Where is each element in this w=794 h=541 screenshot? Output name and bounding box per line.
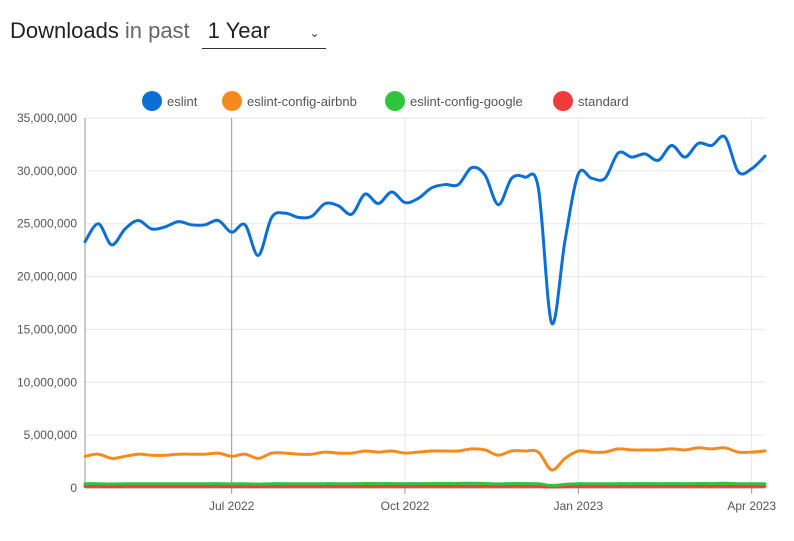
period-select-value: 1 Year [207,18,271,43]
chevron-down-icon: ⌄ [309,26,320,40]
legend-item-eslint[interactable]: eslint [142,91,198,111]
legend-label: standard [578,94,629,109]
y-tick-label: 5,000,000 [24,428,78,442]
header-title: Downloads [10,18,119,43]
legend-label: eslint-config-google [410,94,523,109]
y-tick-label: 20,000,000 [17,270,77,284]
downloads-header: Downloads in past 1 Year ⌄ [10,18,326,49]
x-tick-label: Jul 2022 [209,499,255,513]
legend-swatch [553,91,573,111]
y-tick-label: 35,000,000 [17,111,77,125]
y-tick-label: 10,000,000 [17,375,77,389]
x-tick-label: Jan 2023 [554,499,604,513]
y-tick-label: 15,000,000 [17,322,77,336]
legend-item-standard[interactable]: standard [553,91,629,111]
y-tick-label: 25,000,000 [17,217,77,231]
series-line-eslint-config-google [83,481,767,487]
legend-item-eslint-config-google[interactable]: eslint-config-google [385,91,523,111]
y-tick-label: 0 [70,481,77,495]
series-line-eslint [83,134,767,326]
x-tick-label: Oct 2022 [381,499,430,513]
legend-item-eslint-config-airbnb[interactable]: eslint-config-airbnb [222,91,357,111]
series-line-eslint-config-airbnb [83,446,767,472]
period-select[interactable]: 1 Year ⌄ [201,18,326,49]
y-tick-label: 30,000,000 [17,164,77,178]
header-subtitle: in past [124,18,190,43]
x-tick-label: Apr 2023 [727,499,776,513]
legend-label: eslint-config-airbnb [247,94,357,109]
legend-swatch [385,91,405,111]
legend-swatch [222,91,242,111]
legend-label: eslint [167,94,198,109]
legend-swatch [142,91,162,111]
series-line-standard [83,484,767,489]
